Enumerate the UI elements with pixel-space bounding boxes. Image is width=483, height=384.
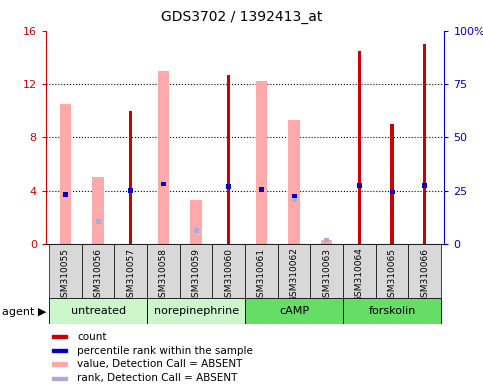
Text: GSM310065: GSM310065 — [387, 248, 397, 303]
Text: forskolin: forskolin — [369, 306, 416, 316]
Bar — [60, 104, 71, 244]
Text: norepinephrine: norepinephrine — [154, 306, 239, 316]
Bar — [161, 182, 166, 186]
Text: rank, Detection Call = ABSENT: rank, Detection Call = ABSENT — [77, 373, 238, 383]
FancyBboxPatch shape — [409, 244, 441, 298]
Bar — [390, 124, 394, 244]
Text: untreated: untreated — [71, 306, 126, 316]
Text: GSM310058: GSM310058 — [159, 248, 168, 303]
Text: GSM310064: GSM310064 — [355, 248, 364, 303]
Bar — [422, 183, 427, 187]
Bar — [190, 200, 202, 244]
Bar — [227, 74, 230, 244]
Bar — [129, 111, 132, 244]
Bar — [96, 219, 100, 223]
FancyBboxPatch shape — [245, 244, 278, 298]
Text: GDS3702 / 1392413_at: GDS3702 / 1392413_at — [161, 10, 322, 23]
FancyBboxPatch shape — [180, 244, 213, 298]
Text: count: count — [77, 332, 107, 342]
Bar — [256, 81, 267, 244]
FancyBboxPatch shape — [343, 298, 441, 324]
Text: GSM310055: GSM310055 — [61, 248, 70, 303]
Bar — [390, 190, 395, 194]
Bar — [324, 238, 329, 242]
Text: GSM310062: GSM310062 — [290, 248, 298, 303]
FancyBboxPatch shape — [245, 298, 343, 324]
Bar — [52, 362, 67, 366]
Bar — [227, 184, 231, 189]
Text: GSM310059: GSM310059 — [192, 248, 200, 303]
Bar — [292, 197, 297, 202]
Text: GSM310066: GSM310066 — [420, 248, 429, 303]
FancyBboxPatch shape — [82, 244, 114, 298]
Text: percentile rank within the sample: percentile rank within the sample — [77, 346, 254, 356]
Bar — [292, 194, 297, 198]
Bar — [128, 188, 133, 193]
Text: value, Detection Call = ABSENT: value, Detection Call = ABSENT — [77, 359, 243, 369]
FancyBboxPatch shape — [147, 244, 180, 298]
FancyBboxPatch shape — [49, 298, 147, 324]
Text: cAMP: cAMP — [279, 306, 309, 316]
Bar — [423, 44, 426, 244]
FancyBboxPatch shape — [147, 298, 245, 324]
Bar — [259, 187, 264, 192]
Text: GSM310057: GSM310057 — [127, 248, 135, 303]
FancyBboxPatch shape — [278, 244, 311, 298]
FancyBboxPatch shape — [311, 244, 343, 298]
Bar — [288, 120, 300, 244]
Text: GSM310061: GSM310061 — [257, 248, 266, 303]
FancyBboxPatch shape — [114, 244, 147, 298]
Text: GSM310056: GSM310056 — [94, 248, 103, 303]
Bar — [158, 71, 169, 244]
Bar — [194, 228, 199, 233]
Text: GSM310063: GSM310063 — [322, 248, 331, 303]
Bar — [63, 192, 68, 197]
Bar — [357, 183, 362, 187]
Bar — [52, 376, 67, 380]
FancyBboxPatch shape — [213, 244, 245, 298]
Bar — [52, 335, 67, 339]
Bar — [52, 349, 67, 353]
FancyBboxPatch shape — [343, 244, 376, 298]
Bar — [358, 51, 361, 244]
Bar — [321, 240, 332, 244]
Bar — [92, 177, 104, 244]
Text: agent ▶: agent ▶ — [2, 307, 47, 317]
FancyBboxPatch shape — [49, 244, 82, 298]
Text: GSM310060: GSM310060 — [224, 248, 233, 303]
FancyBboxPatch shape — [376, 244, 409, 298]
